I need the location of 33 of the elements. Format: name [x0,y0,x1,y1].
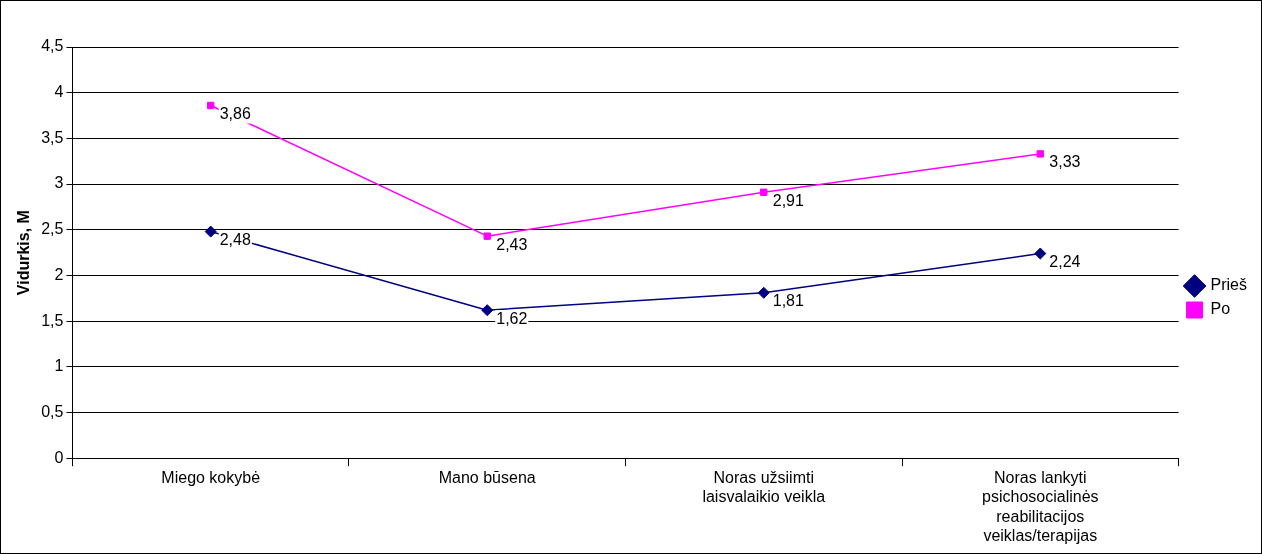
data-label: 3,33 [1049,153,1081,171]
point [483,232,491,240]
data-label: 3,86 [219,104,251,122]
point [757,286,770,299]
y-tick-label: 0 [54,448,64,466]
point [481,304,494,317]
y-tick-label: 4,5 [41,37,64,55]
y-tick-label: 1 [54,357,64,375]
x-tick-label: Noras lankyti psichosocialinės reabilitacijos veiklas/terapijas [982,469,1099,544]
x-tick-label: Mano būsena [438,469,536,487]
y-tick-label: 4 [54,83,64,101]
y-tick-label: 3 [54,174,64,192]
y-tick-label: 2,5 [41,220,64,238]
y-tick-label: 0,5 [41,402,64,420]
x-tick-label: Noras užsiimti laisvalaikio veikla [702,469,826,506]
data-label: 1,62 [496,309,528,327]
y-axis-title: Vidurkis, M [15,210,33,296]
legend-label: Po [1210,300,1231,318]
data-label: 2,43 [496,235,528,253]
data-label: 2,24 [1049,252,1081,270]
point [1034,247,1047,260]
x-tick-label: Miego kokybė [161,469,261,487]
point [1036,150,1044,158]
point [760,188,768,196]
data-label: 1,81 [772,292,804,310]
legend-label: Prieš [1210,276,1247,294]
point [204,225,217,238]
y-tick-label: 1,5 [41,311,64,329]
data-label: 2,48 [219,230,251,248]
y-tick-label: 3,5 [41,128,64,146]
data-label: 2,91 [772,191,804,209]
y-tick-label: 2 [54,265,64,283]
point [207,101,215,110]
